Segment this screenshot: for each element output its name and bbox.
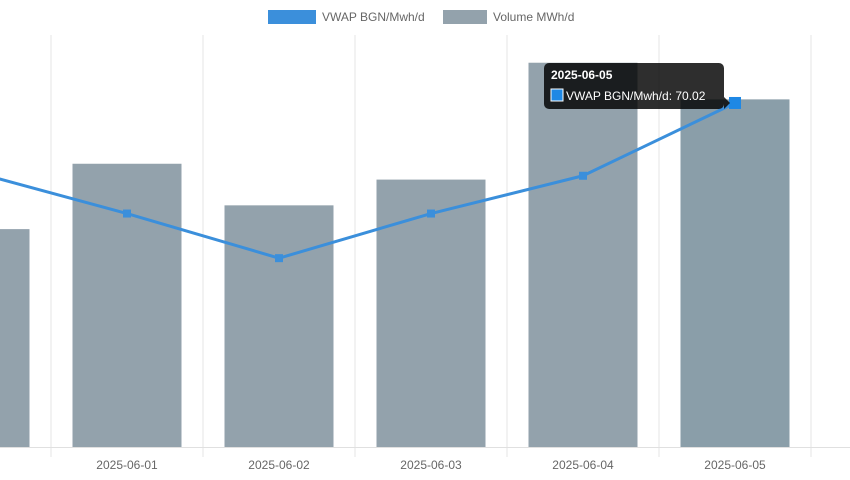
legend-label: Volume MWh/d: [493, 10, 574, 24]
x-tick-label: 2025-06-04: [552, 458, 614, 472]
legend-item-1[interactable]: Volume MWh/d: [443, 10, 574, 24]
x-tick-label: 2025-06-03: [400, 458, 462, 472]
bar-2025-06-02: [224, 205, 334, 447]
vwap-point-2025-06-04[interactable]: [579, 171, 587, 180]
legend-swatch: [443, 10, 487, 24]
vwap-line: [0, 101, 736, 260]
bar-2025-06-04: [528, 62, 638, 447]
tooltip-title: 2025-06-05: [551, 68, 613, 82]
legend-label: VWAP BGN/Mwh/d: [322, 10, 425, 24]
bar-2025-06-05: [680, 99, 790, 447]
tooltip-body: VWAP BGN/Mwh/d: 70.02: [566, 89, 706, 103]
vwap-point-2025-06-05[interactable]: [729, 96, 741, 109]
x-tick-label: 2025-06-05: [704, 458, 766, 472]
tooltip-caret: [724, 96, 730, 109]
legend-swatch: [268, 10, 316, 24]
x-tick-label: 2025-06-02: [248, 458, 310, 472]
tooltip-swatch: [550, 88, 564, 102]
x-tick-label: 2025-06-01: [96, 458, 158, 472]
bar-2025-06-03: [376, 179, 486, 447]
legend: VWAP BGN/Mwh/d Volume MWh/d: [268, 10, 574, 24]
legend-item-0[interactable]: VWAP BGN/Mwh/d: [268, 10, 425, 24]
tooltip-box: [544, 63, 724, 109]
bars-layer: [0, 62, 790, 447]
line-layer: [0, 96, 741, 263]
vwap-point-2025-06-03[interactable]: [427, 209, 435, 218]
bar-2025-06-01: [72, 163, 182, 447]
tooltip: 2025-06-05 VWAP BGN/Mwh/d: 70.02: [544, 63, 730, 109]
bar-2025-05-31: [0, 229, 30, 447]
x-axis-ticks: 12025-06-012025-06-022025-06-032025-06-0…: [96, 458, 766, 472]
vwap-point-2025-06-02[interactable]: [275, 254, 283, 263]
vwap-point-2025-06-01[interactable]: [123, 209, 131, 218]
